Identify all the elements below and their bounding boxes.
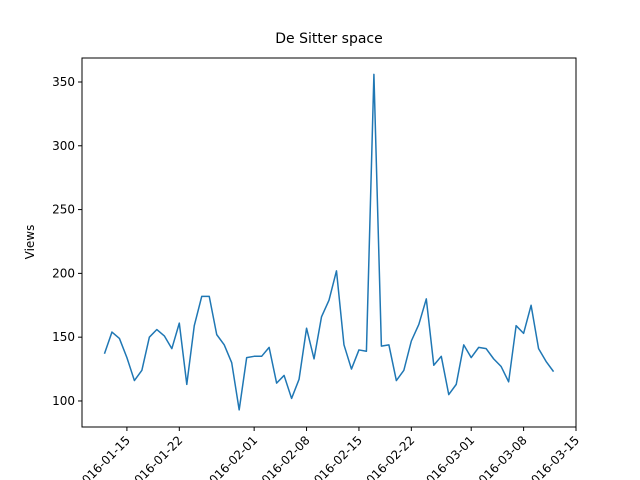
x-tick-label: 2016-02-22 bbox=[358, 433, 417, 480]
y-tick-label: 100 bbox=[52, 394, 75, 408]
y-tick-label: 300 bbox=[52, 139, 75, 153]
y-tick-label: 250 bbox=[52, 203, 75, 217]
x-tick-label: 2016-03-01 bbox=[418, 433, 477, 480]
x-tick-label: 2016-02-01 bbox=[201, 433, 260, 480]
y-tick-label: 200 bbox=[52, 266, 75, 280]
y-tick-label: 350 bbox=[52, 75, 75, 89]
x-tick-label: 2016-01-22 bbox=[126, 433, 185, 480]
line bbox=[103, 73, 555, 411]
y-tick-label: 150 bbox=[52, 330, 75, 344]
plot-frame bbox=[81, 57, 577, 428]
x-tick-label: 2016-03-08 bbox=[471, 433, 530, 480]
y-axis-label: Views bbox=[23, 225, 37, 260]
x-tick-label: 2016-02-15 bbox=[306, 433, 365, 480]
x-tick-label: 2016-03-15 bbox=[523, 433, 582, 480]
x-tick-label: 2016-02-08 bbox=[253, 433, 312, 480]
chart-title: De Sitter space bbox=[275, 31, 383, 47]
x-tick-label: 2016-01-15 bbox=[74, 433, 133, 480]
